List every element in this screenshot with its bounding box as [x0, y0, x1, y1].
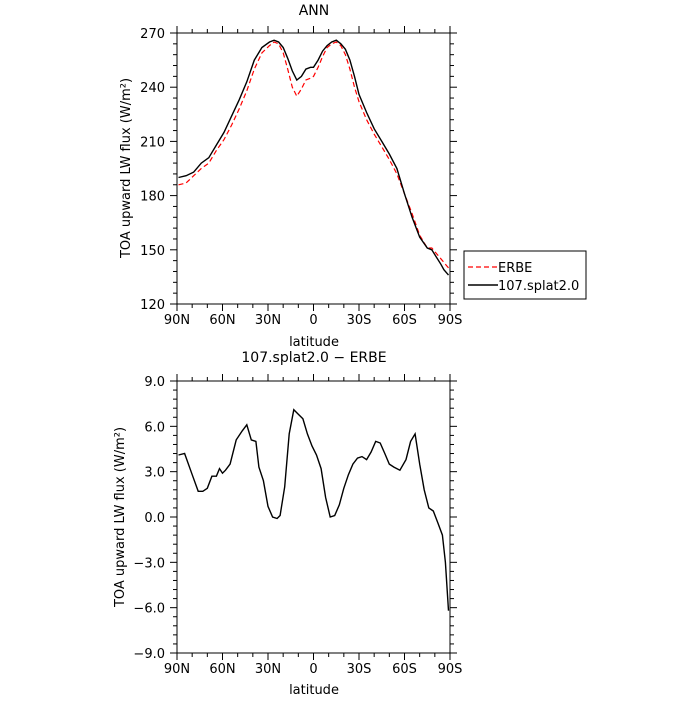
x-tick-label: 60S [392, 662, 417, 677]
y-tick-label: 0.0 [144, 511, 165, 526]
top-series-erbe-line [178, 41, 449, 269]
x-tick-label: 0 [309, 662, 317, 677]
top-x-tick-labels: 90N 60N 30N 0 30S 60S 90S [164, 313, 463, 328]
bottom-panel: 107.splat2.0 − ERBE 90N 60N 30N 0 30S 60S 90S … [113, 350, 462, 698]
y-tick-label: 150 [140, 244, 165, 259]
x-tick-label: 30S [347, 313, 372, 328]
x-tick-label: 60N [209, 313, 235, 328]
x-tick-label: 30N [255, 313, 281, 328]
bottom-ticks [170, 374, 457, 660]
bottom-chart-title: 107.splat2.0 − ERBE [241, 350, 386, 366]
top-y-tick-labels: 120 150 180 210 240 270 [140, 27, 165, 313]
x-tick-label: 90S [438, 313, 463, 328]
x-tick-label: 60S [392, 313, 417, 328]
x-tick-label: 90N [164, 313, 190, 328]
top-x-axis-label: latitude [289, 335, 339, 350]
bottom-x-axis-label: latitude [289, 683, 339, 698]
y-tick-label: 270 [140, 27, 165, 42]
top-chart-title: ANN [299, 3, 330, 19]
y-tick-label: 6.0 [144, 420, 165, 435]
x-tick-label: 90S [438, 662, 463, 677]
x-tick-label: 60N [209, 662, 235, 677]
x-tick-label: 30S [347, 662, 372, 677]
y-tick-label: −6.0 [133, 602, 165, 617]
y-tick-label: 180 [140, 190, 165, 205]
x-tick-label: 90N [164, 662, 190, 677]
top-plot-frame [176, 32, 451, 305]
bottom-difference-line [178, 408, 450, 611]
y-tick-label: −9.0 [133, 647, 165, 662]
top-series-model-line [178, 39, 450, 276]
x-tick-label: 30N [255, 662, 281, 677]
bottom-y-tick-labels: −9.0 −6.0 −3.0 0.0 3.0 6.0 9.0 [133, 375, 165, 662]
top-y-axis-label: TOA upward LW flux (W/m²) [119, 78, 134, 259]
legend-model-label: 107.splat2.0 [498, 279, 579, 294]
y-tick-label: 240 [140, 81, 165, 96]
top-ticks [170, 26, 457, 311]
y-tick-label: 3.0 [144, 466, 165, 481]
bottom-x-tick-labels: 90N 60N 30N 0 30S 60S 90S [164, 662, 463, 677]
legend: ERBE 107.splat2.0 [463, 250, 587, 300]
y-tick-label: 210 [140, 135, 165, 150]
top-panel: ANN 90N 60N 30N 0 30S 60S 90S 120 150 180 210 240 2… [119, 3, 587, 350]
legend-erbe-label: ERBE [498, 261, 532, 276]
y-tick-label: −3.0 [133, 556, 165, 571]
legend-box [463, 250, 587, 300]
x-tick-label: 0 [309, 313, 317, 328]
y-tick-label: 120 [140, 298, 165, 313]
bottom-y-axis-label: TOA upward LW flux (W/m²) [113, 427, 128, 608]
y-tick-label: 9.0 [144, 375, 165, 390]
bottom-plot-frame [176, 380, 451, 654]
